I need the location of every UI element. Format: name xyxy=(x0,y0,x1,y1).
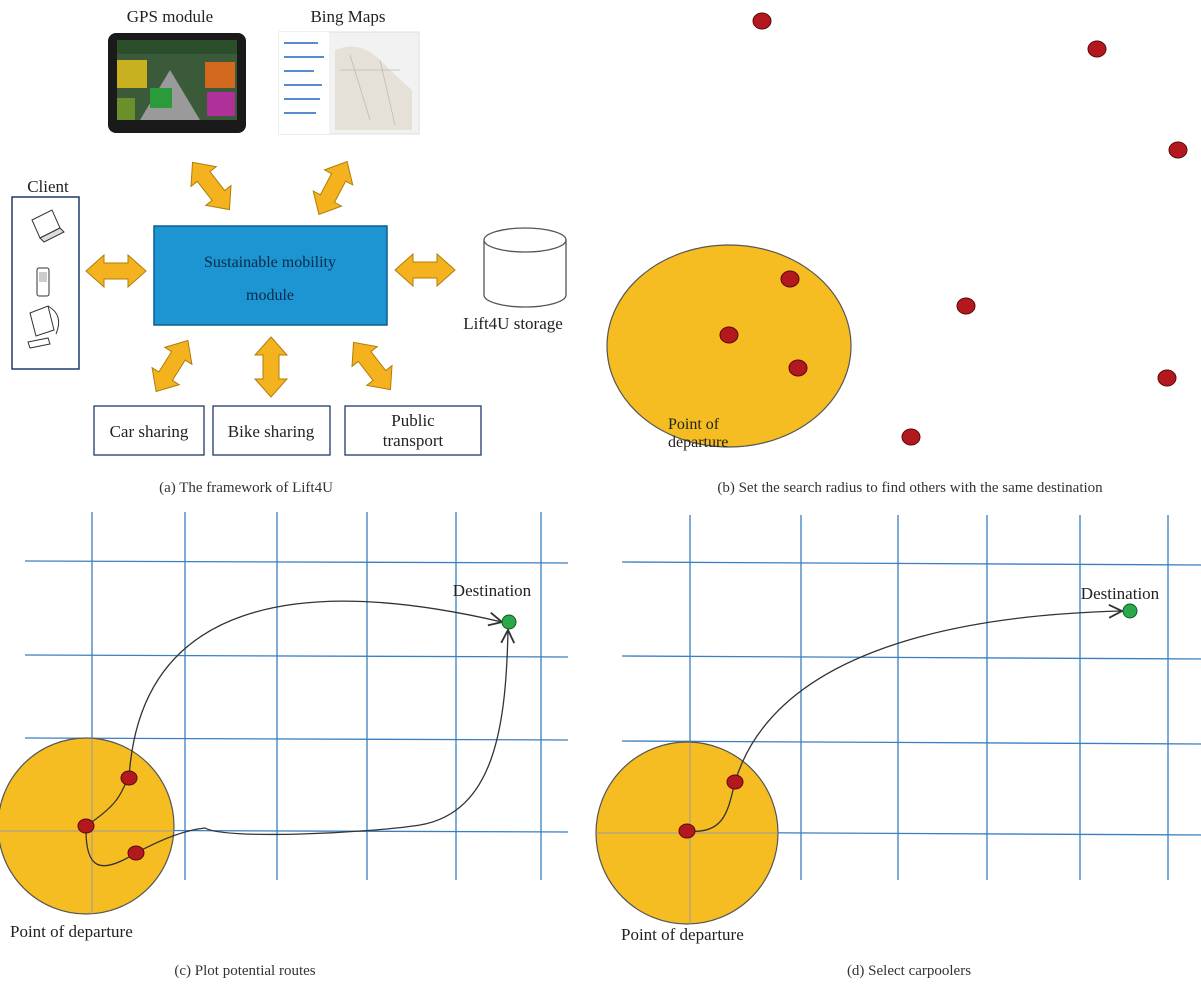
rider-dot xyxy=(752,12,772,30)
gps-link-arrow xyxy=(179,152,243,220)
sustainable-mobility-module xyxy=(153,225,388,326)
public-transport-line2: transport xyxy=(383,431,444,450)
destination-label-d: Destination xyxy=(1081,584,1160,603)
database-icon xyxy=(483,227,567,308)
bike-sharing-label: Bike sharing xyxy=(228,422,315,441)
bing-link-arrow xyxy=(304,153,362,223)
panel-a: GPS module Bing Maps xyxy=(11,7,567,496)
rider-dot xyxy=(120,770,138,786)
panel-d: Destination Point of departure (d) Selec… xyxy=(595,515,1201,979)
search-radius-circle xyxy=(606,244,852,448)
bing-map-icon xyxy=(278,31,420,135)
gps-device-icon xyxy=(108,33,246,133)
rider-dot xyxy=(788,359,808,377)
core-module-line1: Sustainable mobility xyxy=(204,254,336,271)
bing-maps-label: Bing Maps xyxy=(310,7,385,26)
gps-module-label: GPS module xyxy=(127,7,213,26)
client-label: Client xyxy=(27,177,69,196)
storage-link-arrow xyxy=(394,253,456,287)
panel-c: Destination Point of departure (c) Plot … xyxy=(0,512,569,979)
start-dot xyxy=(77,818,95,834)
departure-label-b1: Point of xyxy=(668,416,720,433)
public-transport-link-arrow xyxy=(340,332,404,400)
laptop-icon xyxy=(31,209,65,243)
rider-dot xyxy=(726,774,744,790)
phone-icon xyxy=(36,267,50,297)
desktop-icon xyxy=(27,305,60,349)
departure-label-d: Point of departure xyxy=(621,925,744,944)
bike-sharing-box xyxy=(212,405,331,456)
destination-label-c: Destination xyxy=(453,581,532,600)
storage-label: Lift4U storage xyxy=(463,314,563,333)
bike-sharing-link-arrow xyxy=(254,336,288,398)
routes-c xyxy=(85,600,508,867)
rider-dot xyxy=(780,270,800,288)
caption-d: (d) Select carpoolers xyxy=(847,963,971,979)
car-sharing-label: Car sharing xyxy=(110,422,189,441)
rider-dots-b xyxy=(719,12,1188,446)
destination-dot xyxy=(1122,603,1138,619)
destination-dot xyxy=(501,614,517,630)
start-dot xyxy=(678,823,696,839)
route-d xyxy=(686,611,1122,833)
departure-label-c: Point of departure xyxy=(10,922,133,941)
rider-dot xyxy=(901,428,921,446)
rider-dot xyxy=(1157,369,1177,387)
caption-a: (a) The framework of Lift4U xyxy=(159,480,333,496)
panel-b: Point of departure (b) Set the search ra… xyxy=(606,12,1188,496)
core-module-line2: module xyxy=(246,287,294,304)
caption-c: (c) Plot potential routes xyxy=(174,963,315,979)
rider-dot xyxy=(1087,40,1107,58)
rider-dot xyxy=(956,297,976,315)
client-link-arrow xyxy=(85,254,147,288)
caption-b: (b) Set the search radius to find others… xyxy=(717,480,1103,496)
departure-label-b2: departure xyxy=(668,434,728,451)
rider-dot xyxy=(719,326,739,344)
car-sharing-link-arrow xyxy=(142,331,202,401)
rider-dot xyxy=(1168,141,1188,159)
public-transport-line1: Public xyxy=(391,411,435,430)
public-transport-box xyxy=(344,405,482,456)
rider-dot xyxy=(127,845,145,861)
car-sharing-box xyxy=(93,405,205,456)
